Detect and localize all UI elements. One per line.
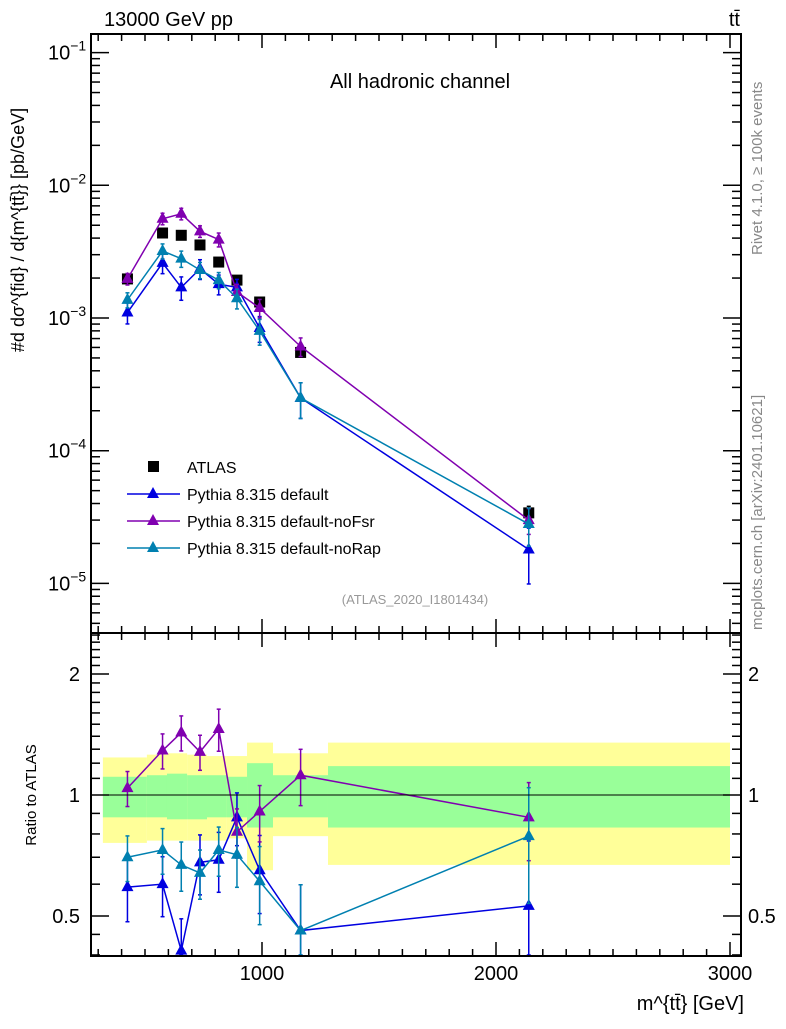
ratio-pythia-8-315-default-norap-point	[522, 829, 535, 841]
y-tick-label: 10−3	[48, 303, 86, 330]
legend-item: Pythia 8.315 default-noRap	[127, 541, 381, 558]
ratio-pythia-8-315-default-nofsr-point	[121, 781, 134, 793]
ratio-pythia-8-315-default-norap-point	[294, 923, 307, 935]
main-atlas-point	[213, 256, 225, 268]
main-pythia-8-315-default-nofsr-point	[294, 339, 307, 351]
legend-triangle-icon	[147, 514, 159, 525]
x-tick-label: 2000	[474, 963, 519, 985]
ratio-pythia-8-315-default-nofsr-point	[212, 721, 225, 733]
x-axis-label: m^{tt̄} [GeV]	[637, 993, 744, 1015]
main-pythia-8-315-default-norap-point	[156, 243, 169, 255]
legend-label: Pythia 8.315 default-noFsr	[187, 514, 375, 531]
ratio-pythia-8-315-default-norap-point	[175, 857, 188, 869]
ratio-y-tick-label-right: 1	[748, 785, 759, 807]
main-y-axis-label: #d dσ^{fid} / d{m^{tt̄}} [pb/GeV]	[8, 108, 28, 352]
main-pythia-8-315-default-norap-series	[121, 243, 535, 548]
legend-square-icon	[148, 461, 159, 472]
main-pythia-8-315-default-norap-point	[175, 251, 188, 263]
ratio-y-tick-label: 0.5	[52, 906, 80, 928]
main-pythia-8-315-default-series	[121, 253, 535, 585]
ratio-pythia-8-315-default-point	[522, 898, 535, 910]
main-atlas-point	[175, 229, 187, 241]
ratio-pythia-8-315-default-point	[121, 880, 134, 892]
main-pythia-8-315-default-nofsr-series	[121, 206, 535, 536]
legend-item: Pythia 8.315 default-noFsr	[127, 514, 375, 531]
main-pythia-8-315-default-point	[121, 305, 134, 317]
main-pythia-8-315-default-point	[522, 542, 535, 554]
main-pythia-8-315-default-norap-point	[522, 517, 535, 529]
ratio-y-tick-label-right: 2	[748, 664, 759, 686]
ratio-pythia-8-315-default-nofsr-point	[156, 743, 169, 755]
main-pythia-8-315-default-norap-point	[294, 390, 307, 402]
side-label-top: Rivet 4.1.0, ≥ 100k events	[749, 82, 766, 255]
main-pythia-8-315-default-point	[156, 255, 169, 267]
legend-label: ATLAS	[187, 460, 237, 477]
main-pythia-8-315-default-nofsr-point	[121, 271, 134, 283]
y-tick-label: 10−5	[48, 568, 86, 595]
ratio-pythia-8-315-default-nofsr-point	[175, 725, 188, 737]
main-atlas-point	[157, 227, 169, 239]
ratio-y-axis-label: Ratio to ATLAS	[23, 744, 40, 845]
ratio-pythia-8-315-default-nofsr-point	[193, 744, 206, 756]
band-stat	[187, 775, 208, 820]
y-tick-label: 10−1	[48, 38, 86, 65]
chart-title: All hadronic channel	[330, 71, 510, 93]
y-tick-label: 10−2	[48, 170, 86, 197]
side-label-bottom: mcplots.cern.ch [arXiv:2401.10621]	[749, 395, 766, 630]
ratio-pythia-8-315-default-norap-point	[156, 842, 169, 854]
legend: ATLAS Pythia 8.315 default Pythia 8.315 de…	[127, 460, 381, 558]
ratio-pythia-8-315-default-nofsr-point	[253, 804, 266, 816]
main-pythia-8-315-default-nofsr-point	[156, 211, 169, 223]
main-pythia-8-315-default-norap-point	[121, 292, 134, 304]
ratio-pythia-8-315-default-norap-point	[121, 850, 134, 862]
main-pythia-8-315-default-norap-point	[230, 291, 243, 303]
ratio-pythia-8-315-default-norap-point	[212, 842, 225, 854]
analysis-annotation: (ATLAS_2020_I1801434)	[342, 592, 488, 607]
legend-item: ATLAS	[148, 460, 237, 477]
legend-item: Pythia 8.315 default	[127, 487, 329, 504]
header-right: tt̄	[729, 9, 741, 31]
legend-triangle-icon	[147, 541, 159, 552]
main-pythia-8-315-default-nofsr-point	[175, 206, 188, 218]
x-tick-label: 3000	[708, 963, 753, 985]
main-atlas-point	[194, 239, 206, 251]
ratio-y-tick-label: 2	[69, 664, 80, 686]
ratio-uncertainty-bands	[102, 742, 730, 871]
ratio-y-tick-label-right: 0.5	[748, 906, 776, 928]
axis-ticks: 1000 2000 3000 10−1 10−2 10−3 10−4 10−5 2 2 1 1 0.5 0…	[48, 34, 776, 985]
ratio-pythia-8-315-default-norap-point	[193, 865, 206, 877]
main-pythia-8-315-default-nofsr-point	[212, 232, 225, 244]
x-tick-label: 1000	[240, 963, 285, 985]
main-pythia-8-315-default-point	[175, 280, 188, 292]
header-left: 13000 GeV pp	[104, 9, 233, 31]
ratio-pythia-8-315-default-nofsr-point	[294, 768, 307, 780]
legend-label: Pythia 8.315 default-noRap	[187, 541, 381, 558]
y-tick-label: 10−4	[48, 436, 86, 463]
main-pythia-8-315-default-norap-point	[212, 273, 225, 285]
main-pythia-8-315-default-norap-line	[126, 250, 530, 525]
ratio-pythia-8-315-default-norap-point	[253, 874, 266, 886]
band-stat	[102, 776, 147, 818]
main-pythia-8-315-default-nofsr-point	[253, 300, 266, 312]
ratio-y-tick-label: 1	[69, 785, 80, 807]
main-pythia-8-315-default-norap-point	[193, 262, 206, 274]
legend-label: Pythia 8.315 default	[187, 487, 329, 504]
main-pythia-8-315-default-nofsr-point	[193, 224, 206, 236]
main-pythia-8-315-default-norap-point	[253, 323, 266, 335]
band-stat	[207, 775, 227, 818]
band-stat	[146, 775, 167, 818]
ratio-pythia-8-315-default-point	[156, 877, 169, 889]
main-pythia-8-315-default-line	[126, 261, 530, 551]
ratio-pythia-8-315-default-point	[175, 943, 188, 955]
band-stat	[166, 773, 188, 820]
ratio-pythia-8-315-default-norap-point	[230, 847, 243, 859]
data-series	[121, 206, 535, 956]
legend-triangle-icon	[147, 487, 159, 498]
